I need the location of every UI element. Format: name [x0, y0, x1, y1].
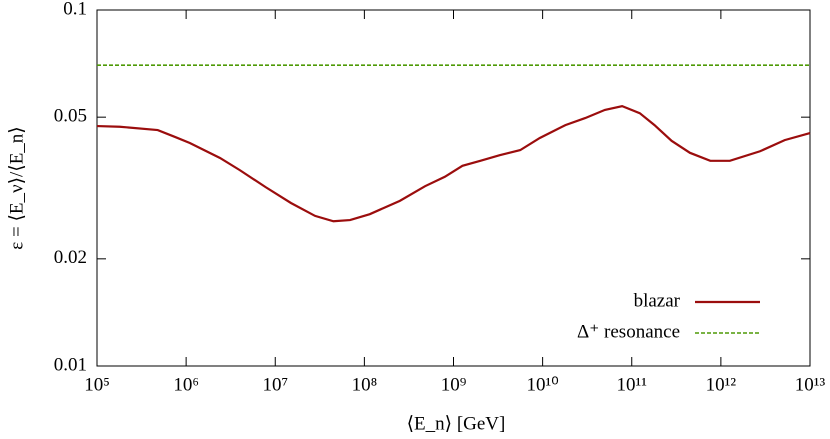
y-tick-label: 0.1	[63, 0, 87, 19]
x-tick-label: 10¹²	[706, 374, 737, 395]
x-tick-label: 10¹⁰	[526, 374, 558, 395]
x-tick-label: 10¹³	[795, 374, 826, 395]
legend-label: Δ⁺ resonance	[577, 321, 680, 342]
y-tick-label: 0.02	[54, 247, 87, 268]
x-axis-label: ⟨E_n⟩ [GeV]	[407, 413, 506, 434]
plot-frame	[96, 9, 811, 367]
x-tick-label: 10⁸	[352, 374, 378, 395]
x-tick-label: 10⁷	[262, 374, 288, 395]
x-tick-label: 10⁶	[173, 374, 199, 395]
legend-label: blazar	[634, 290, 681, 311]
y-axis-label: ε = ⟨E_ν⟩/⟨E_n⟩	[6, 126, 27, 249]
y-tick-label: 0.01	[54, 354, 87, 375]
data-line	[96, 104, 811, 223]
x-tick-label: 10⁵	[84, 374, 110, 395]
y-tick-label: 0.05	[54, 106, 87, 127]
x-tick-label: 10¹¹	[617, 374, 648, 395]
x-tick-label: 10⁹	[441, 374, 467, 395]
